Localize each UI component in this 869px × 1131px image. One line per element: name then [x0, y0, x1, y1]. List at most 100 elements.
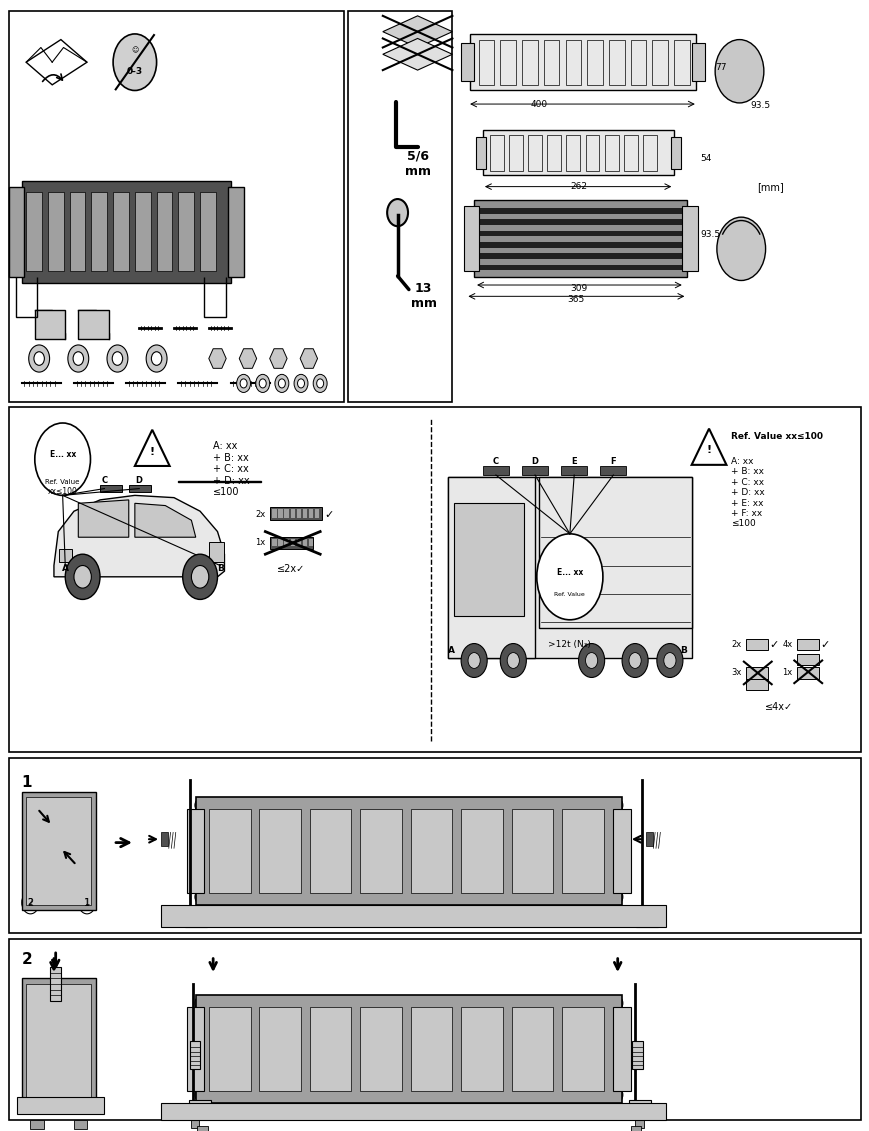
Bar: [478, 208, 682, 214]
Bar: [461, 1007, 502, 1091]
Circle shape: [195, 798, 205, 812]
Text: 262: 262: [569, 182, 587, 191]
Bar: [561, 1007, 603, 1091]
Bar: [681, 206, 697, 271]
Circle shape: [387, 199, 408, 226]
Bar: [48, 192, 63, 271]
Circle shape: [29, 345, 50, 372]
Text: A: A: [448, 646, 454, 655]
Circle shape: [507, 653, 519, 668]
Bar: [448, 477, 534, 658]
Polygon shape: [54, 495, 224, 577]
Bar: [113, 192, 129, 271]
Bar: [561, 466, 587, 475]
Bar: [360, 809, 401, 893]
Bar: [474, 200, 687, 277]
Circle shape: [30, 811, 44, 829]
Bar: [448, 477, 691, 658]
Text: C: C: [101, 476, 108, 485]
Bar: [259, 1007, 301, 1091]
Bar: [156, 192, 172, 271]
Bar: [315, 509, 319, 518]
Bar: [196, 995, 621, 1103]
Bar: [209, 1007, 250, 1091]
Text: E... xx: E... xx: [50, 450, 76, 459]
Circle shape: [65, 811, 79, 829]
Bar: [309, 1007, 351, 1091]
Bar: [91, 192, 107, 271]
Polygon shape: [78, 500, 129, 537]
Bar: [272, 509, 276, 518]
Circle shape: [107, 345, 128, 372]
Text: 2: 2: [27, 898, 34, 907]
Bar: [9, 758, 860, 933]
Text: 2: 2: [22, 952, 32, 967]
Bar: [508, 135, 522, 171]
Bar: [454, 503, 523, 616]
Bar: [50, 967, 61, 1001]
Circle shape: [714, 40, 763, 103]
Bar: [360, 1007, 401, 1091]
Circle shape: [34, 352, 44, 365]
Bar: [129, 485, 150, 492]
Bar: [209, 542, 224, 562]
Circle shape: [578, 644, 604, 677]
Circle shape: [30, 879, 44, 897]
Text: 1: 1: [22, 775, 32, 789]
Bar: [190, 1120, 199, 1128]
Bar: [630, 40, 646, 85]
Bar: [796, 654, 818, 665]
Bar: [272, 539, 276, 546]
Text: !: !: [706, 446, 711, 455]
Bar: [511, 809, 553, 893]
Circle shape: [74, 566, 91, 588]
Bar: [561, 809, 603, 893]
Text: A: A: [62, 564, 69, 573]
Bar: [70, 192, 85, 271]
Circle shape: [255, 374, 269, 392]
Bar: [489, 135, 503, 171]
Bar: [410, 809, 452, 893]
Bar: [228, 187, 243, 277]
Bar: [9, 11, 343, 402]
Bar: [623, 135, 637, 171]
Bar: [500, 40, 515, 85]
Bar: [197, 1126, 208, 1131]
Bar: [521, 40, 537, 85]
Text: D: D: [136, 476, 143, 485]
Circle shape: [275, 374, 289, 392]
Circle shape: [65, 845, 79, 863]
Circle shape: [313, 374, 327, 392]
Text: ☺: ☺: [131, 46, 138, 53]
Bar: [9, 407, 860, 752]
Circle shape: [35, 423, 90, 495]
Bar: [478, 242, 682, 248]
Bar: [608, 40, 624, 85]
Text: >12t (N₃): >12t (N₃): [547, 640, 591, 649]
Bar: [478, 231, 682, 236]
Bar: [587, 40, 602, 85]
Bar: [26, 192, 42, 271]
Bar: [565, 40, 580, 85]
Text: B: B: [216, 564, 223, 573]
Bar: [634, 1120, 643, 1128]
Bar: [632, 1041, 642, 1069]
Bar: [100, 485, 122, 492]
Polygon shape: [691, 429, 726, 465]
Circle shape: [30, 845, 44, 863]
Bar: [630, 1126, 640, 1131]
Circle shape: [65, 1003, 79, 1021]
Bar: [161, 832, 168, 846]
Bar: [348, 11, 452, 402]
Bar: [461, 809, 502, 893]
Bar: [475, 137, 486, 169]
Text: 3x: 3x: [731, 668, 741, 677]
Circle shape: [278, 379, 285, 388]
Bar: [30, 1120, 43, 1129]
Circle shape: [65, 879, 79, 897]
Circle shape: [585, 653, 597, 668]
Bar: [187, 809, 204, 893]
Polygon shape: [239, 348, 256, 369]
Circle shape: [112, 352, 123, 365]
Text: E... xx: E... xx: [556, 568, 582, 577]
